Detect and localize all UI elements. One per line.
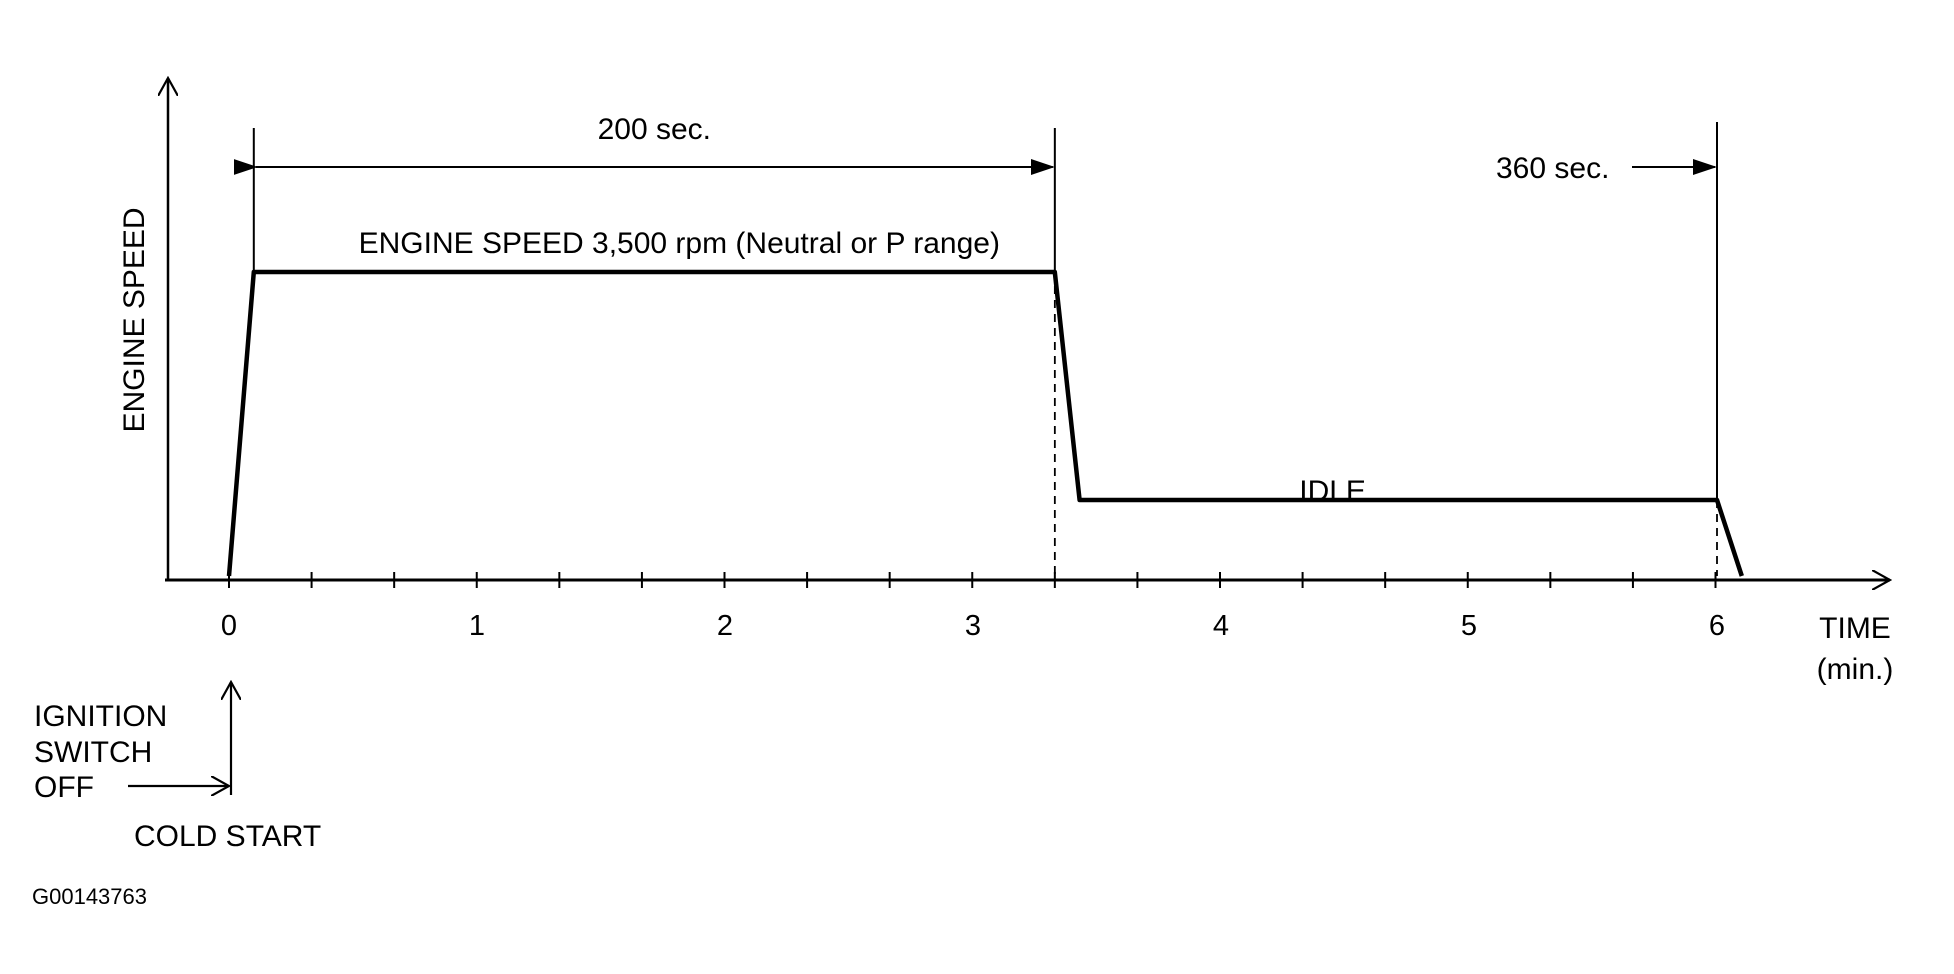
duration-label: 200 sec. xyxy=(598,113,711,146)
y-axis-label: ENGINE SPEED xyxy=(118,207,151,432)
x-tick-label: 0 xyxy=(221,610,237,642)
plateau-label: ENGINE SPEED 3,500 rpm (Neutral or P ran… xyxy=(359,227,1000,260)
x-tick-label: 3 xyxy=(965,610,981,642)
x-axis-label: TIME xyxy=(1819,612,1891,645)
ignition-label-line-1: IGNITION xyxy=(34,700,167,733)
x-tick-label: 5 xyxy=(1461,610,1477,642)
x-tick-label: 1 xyxy=(469,610,485,642)
x-axis-unit: (min.) xyxy=(1817,653,1894,686)
x-tick-label: 2 xyxy=(717,610,733,642)
x-tick-label: 4 xyxy=(1213,610,1229,642)
end-time-label: 360 sec. xyxy=(1496,152,1609,185)
figure-id: G00143763 xyxy=(32,884,147,909)
ignition-label-line-3: OFF xyxy=(34,771,94,804)
x-tick-labels: 0 1 2 3 4 5 6 xyxy=(221,610,1725,642)
minor-ticks xyxy=(228,572,1717,588)
ignition-label-line-2: SWITCH xyxy=(34,736,152,769)
idle-label: IDLE xyxy=(1299,475,1366,508)
engine-speed-series-line xyxy=(226,269,1744,577)
cold-start-label: COLD START xyxy=(134,820,321,853)
x-tick-label: 6 xyxy=(1709,610,1725,642)
